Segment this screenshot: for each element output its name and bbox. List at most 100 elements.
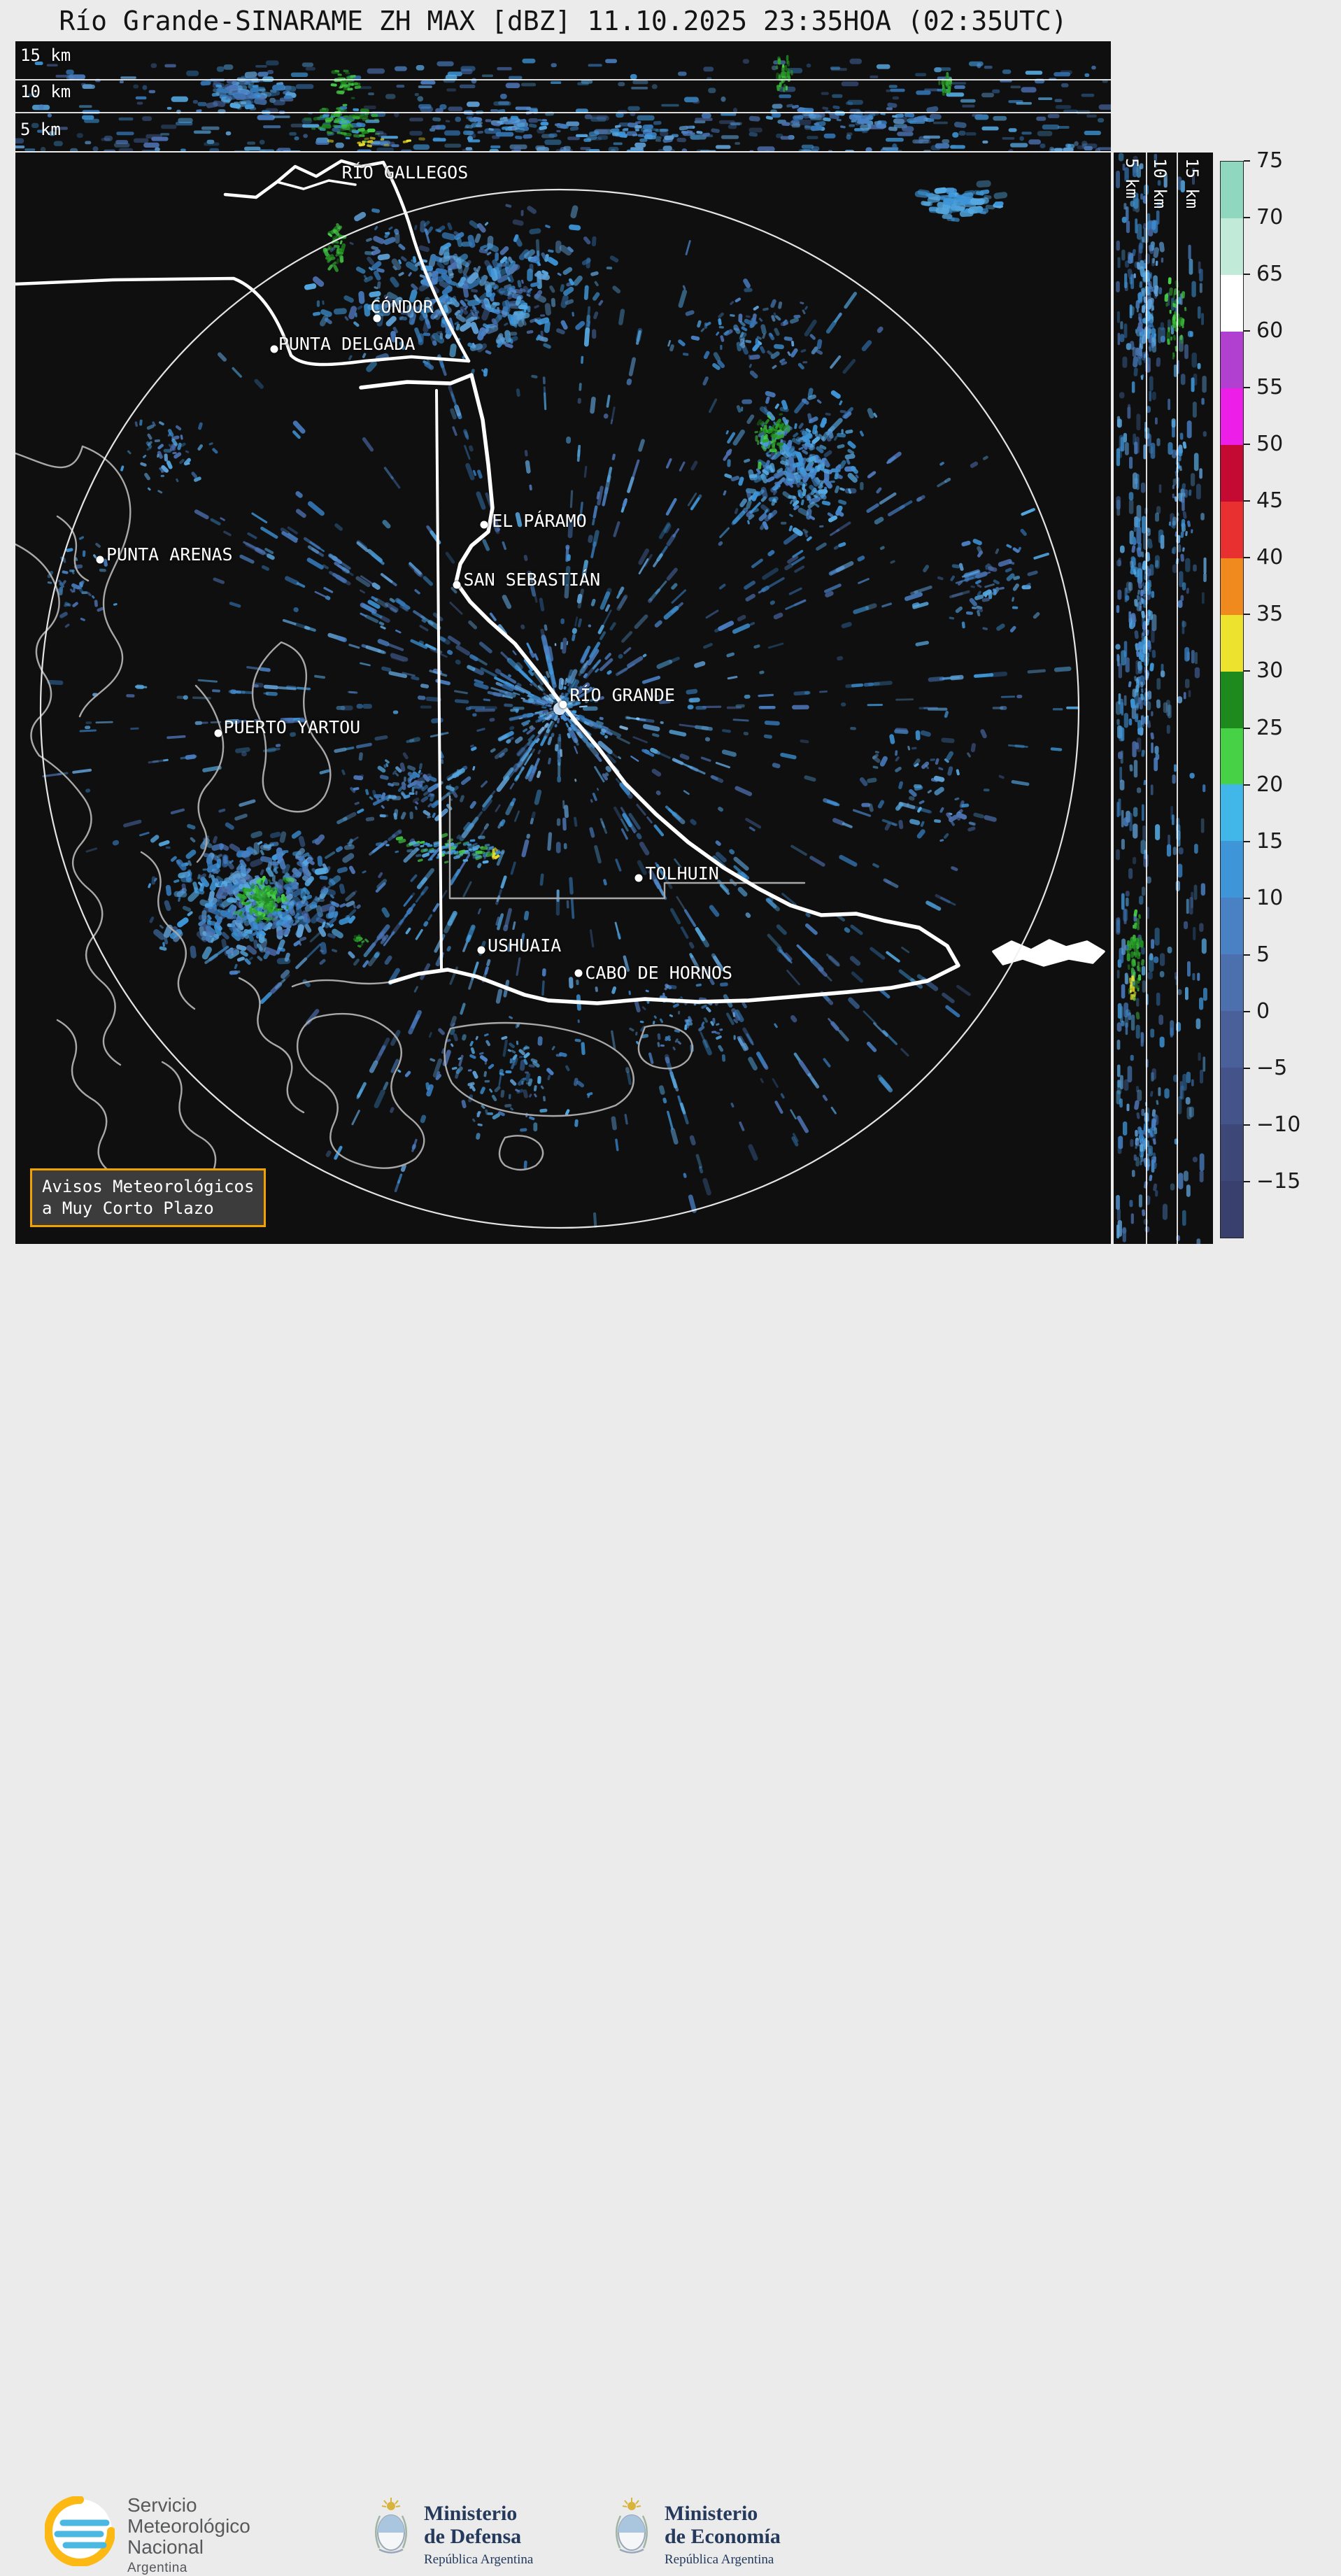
- colorbar-tick: [1244, 670, 1250, 672]
- colorbar-segment: [1221, 615, 1243, 672]
- colorbar-tick-label: 65: [1256, 263, 1283, 285]
- alt-label-10km: 10 km: [20, 82, 71, 101]
- colorbar-tick: [1244, 1181, 1250, 1182]
- right-profile-panel: 5 km 10 km 15 km: [1114, 153, 1213, 1244]
- colorbar-tick: [1244, 444, 1250, 445]
- colorbar-tick: [1244, 954, 1250, 956]
- colorbar-tick: [1244, 500, 1250, 502]
- colorbar-segment: [1221, 898, 1243, 954]
- colorbar-tick: [1244, 274, 1250, 275]
- colorbar-tick: [1244, 330, 1250, 332]
- colorbar-tick-label: 55: [1256, 376, 1283, 399]
- colorbar-tick: [1244, 217, 1250, 218]
- colorbar-tick-label: 45: [1256, 490, 1283, 512]
- colorbar-tick-label: 25: [1256, 717, 1283, 739]
- colorbar-tick-label: 0: [1256, 1000, 1270, 1023]
- colorbar-tick: [1244, 1068, 1250, 1069]
- colorbar-tick-label: 30: [1256, 660, 1283, 682]
- colorbar-segment: [1221, 728, 1243, 785]
- ministry-sub: República Argentina: [424, 2552, 533, 2568]
- alt-label-15km: 15 km: [20, 45, 71, 65]
- altitude-gridline-15km-v: [1177, 153, 1178, 1244]
- colorbar-tick-label: 10: [1256, 887, 1283, 910]
- place-marker-dot: [481, 521, 488, 528]
- colorbar-tick: [1244, 841, 1250, 842]
- colorbar-tick-label: 40: [1256, 546, 1283, 569]
- colorbar-tick-label: −15: [1256, 1170, 1300, 1193]
- place-marker-dot: [477, 947, 485, 954]
- colorbar-tick-label: 15: [1256, 830, 1283, 853]
- warning-line-1: Avisos Meteorológicos: [42, 1176, 254, 1198]
- colorbar-segment: [1221, 502, 1243, 558]
- colorbar-tick-label: 35: [1256, 603, 1283, 625]
- colorbar-segment: [1221, 275, 1243, 332]
- alt-label-5km-v: 5 km: [1122, 158, 1142, 199]
- smn-logo-icon: [45, 2496, 115, 2566]
- altitude-gridline-10km: [15, 79, 1111, 80]
- coat-of-arms-icon: [369, 2498, 413, 2561]
- warning-line-2: a Muy Corto Plazo: [42, 1198, 254, 1219]
- smn-logo-text: Servicio Meteorológico Nacional Argentin…: [127, 2495, 250, 2576]
- colorbar-segment: [1221, 218, 1243, 275]
- place-label: SAN SEBASTIÁN: [463, 569, 600, 590]
- place-marker-dot: [560, 701, 567, 709]
- ministry-name: de Economía: [665, 2525, 781, 2548]
- colorbar-tick: [1244, 1124, 1250, 1126]
- smn-name-line: Meteorológico: [127, 2516, 250, 2537]
- footer: Servicio Meteorológico Nacional Argentin…: [0, 1244, 1341, 1336]
- place-marker-dot: [373, 315, 381, 323]
- colorbar-scale: [1220, 161, 1244, 1238]
- colorbar-tick-label: −10: [1256, 1114, 1300, 1136]
- place-label: CÓNDOR: [370, 297, 433, 317]
- altitude-gridline-5km: [15, 112, 1111, 113]
- ministry-defensa-text: Ministerio de Defensa República Argentin…: [424, 2502, 533, 2568]
- colorbar-tick: [1244, 614, 1250, 615]
- ministry-name: de Defensa: [424, 2525, 533, 2548]
- smn-country-label: Argentina: [127, 2561, 250, 2576]
- right-profile-echoes: [1114, 153, 1213, 1244]
- colorbar-segment: [1221, 445, 1243, 502]
- place-marker-dot: [574, 970, 582, 977]
- place-marker-dot: [453, 581, 461, 588]
- colorbar-segment: [1221, 558, 1243, 615]
- colorbar-segment: [1221, 1124, 1243, 1181]
- colorbar-tick: [1244, 557, 1250, 558]
- place-marker-dot: [635, 875, 643, 882]
- top-profile-echoes: [15, 41, 1111, 151]
- colorbar-tick: [1244, 728, 1250, 729]
- colorbar-segment: [1221, 1011, 1243, 1068]
- colorbar-segment: [1221, 954, 1243, 1011]
- place-label: RÍO GALLEGOS: [342, 162, 469, 183]
- colorbar-tick: [1244, 784, 1250, 786]
- colorbar-tick: [1244, 1011, 1250, 1012]
- colorbar-segment: [1221, 1068, 1243, 1124]
- smn-name-line: Servicio: [127, 2495, 250, 2516]
- altitude-gridline-10km-v: [1146, 153, 1147, 1244]
- ministry-economia-text: Ministerio de Economía República Argenti…: [665, 2502, 781, 2568]
- colorbar-segment: [1221, 841, 1243, 898]
- top-profile-panel: 15 km 10 km 5 km: [15, 41, 1111, 151]
- alt-label-10km-v: 10 km: [1150, 158, 1170, 208]
- colorbar-tick-label: 5: [1256, 944, 1270, 966]
- colorbar-tick-label: 20: [1256, 774, 1283, 796]
- colorbar-segment: [1221, 388, 1243, 445]
- colorbar-segment: [1221, 784, 1243, 841]
- place-label: PUNTA ARENAS: [106, 544, 233, 565]
- ministry-name: Ministerio: [665, 2502, 781, 2525]
- colorbar-segment: [1221, 1181, 1243, 1238]
- colorbar-tick-label: 70: [1256, 206, 1283, 229]
- smn-name-line: Nacional: [127, 2537, 250, 2558]
- place-label: EL PÁRAMO: [492, 511, 586, 531]
- alt-label-15km-v: 15 km: [1182, 158, 1202, 208]
- colorbar-tick: [1244, 898, 1250, 899]
- place-label: TOLHUIN: [645, 863, 718, 884]
- colorbar-segment: [1221, 672, 1243, 728]
- alt-label-5km: 5 km: [20, 120, 61, 139]
- place-marker-dot: [96, 555, 104, 563]
- colorbar-tick-label: 75: [1256, 150, 1283, 172]
- colorbar-tick-label: 50: [1256, 433, 1283, 455]
- coat-of-arms-icon: [610, 2498, 653, 2561]
- place-label: RÍO GRANDE: [569, 685, 675, 705]
